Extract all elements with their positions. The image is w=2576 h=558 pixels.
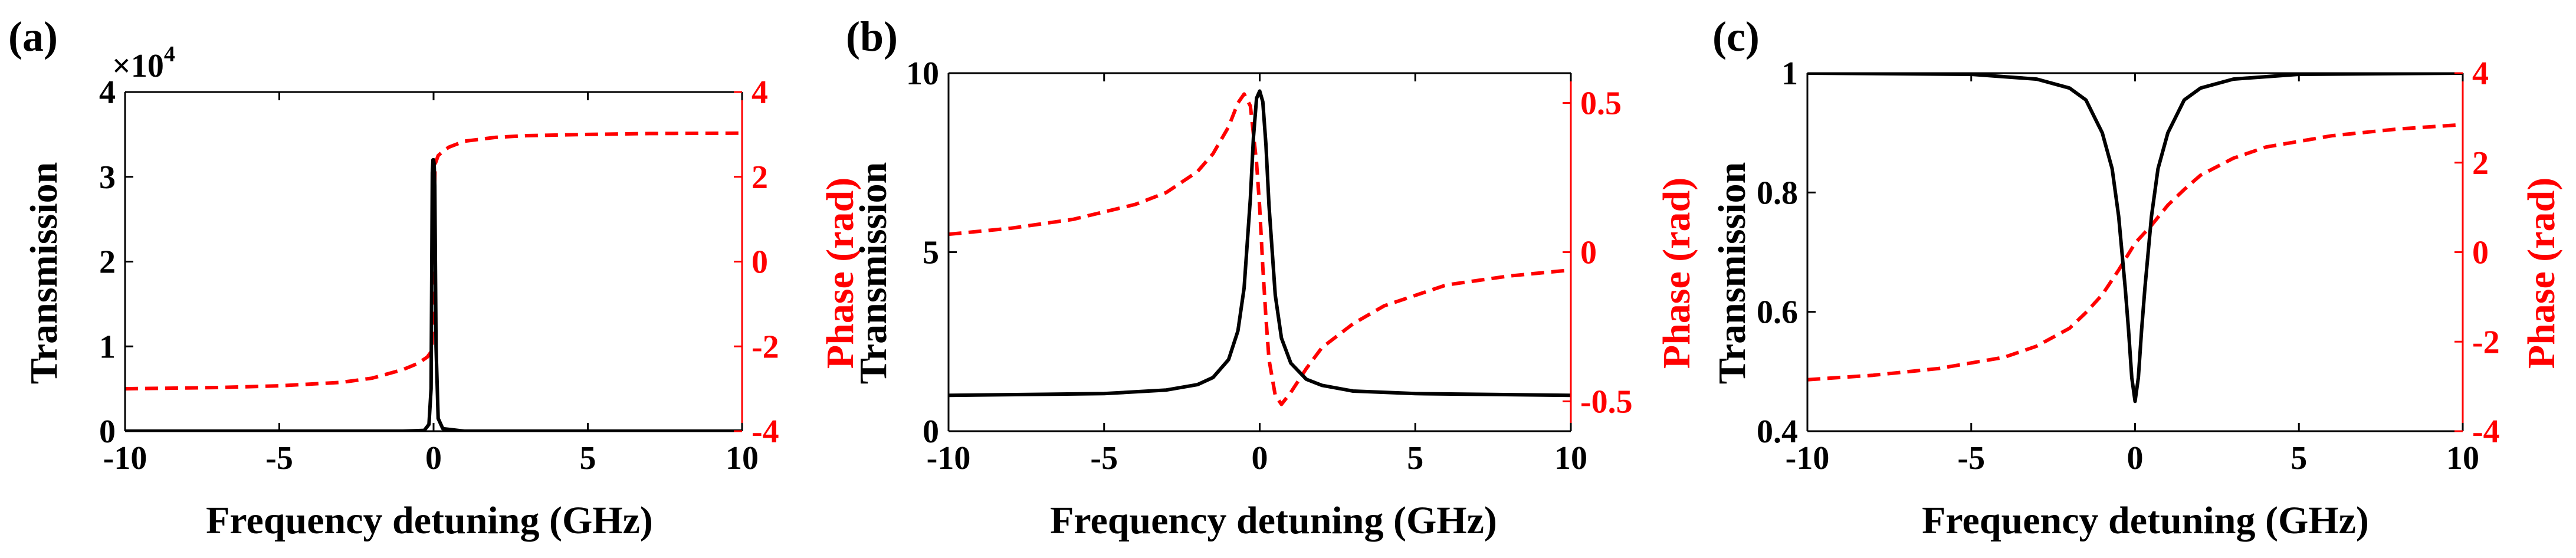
panel-c-right-tick-label: -2 bbox=[2472, 324, 2500, 360]
panel-a-label: (a) bbox=[8, 13, 58, 60]
panel-a-right-axis-label: Phase (rad) bbox=[819, 178, 862, 369]
panel-b-right-tick-label: -0.5 bbox=[1580, 383, 1633, 420]
panel-b-left-tick-label: 5 bbox=[923, 235, 939, 271]
panel-c-right-tick-label: 0 bbox=[2472, 235, 2489, 271]
panel-c-phase-line bbox=[1807, 123, 2463, 382]
panel-c-x-tick-label: 5 bbox=[2290, 440, 2307, 477]
panel-c-label: (c) bbox=[1712, 13, 1760, 60]
panel-c-right-axis-label: Phase (rad) bbox=[2520, 178, 2563, 369]
panel-a-x-tick-label: 0 bbox=[425, 440, 442, 477]
panel-a-exponent-base: ×10 bbox=[112, 48, 164, 84]
panel-a-x-tick-label: -10 bbox=[103, 440, 147, 477]
panel-c-right-tick-label: 2 bbox=[2472, 145, 2489, 182]
panel-b-right-tick-label: 0 bbox=[1580, 235, 1597, 271]
panel-b-plot: -10 -5 0 5 10 0 5 10 -0.5 0 0.5 bbox=[906, 55, 1633, 477]
panel-a-exponent-power: 4 bbox=[164, 42, 175, 67]
panel-c-x-tick-label: -5 bbox=[1957, 440, 1985, 477]
panel-a-left-tick-label: 3 bbox=[99, 159, 116, 196]
panel-b-phase-line bbox=[949, 92, 1571, 406]
panel-a-transmission-line bbox=[125, 158, 742, 431]
panel-b-x-tick-label: 10 bbox=[1554, 440, 1587, 477]
panel-a-x-tick-label: 5 bbox=[580, 440, 596, 477]
panel-b-right-tick-label: 0.5 bbox=[1580, 86, 1622, 122]
panel-a-plot: -10 -5 0 5 10 0 1 2 3 4 -4 -2 0 2 4 bbox=[99, 74, 779, 477]
panel-c-left-tick-label: 1 bbox=[1781, 55, 1798, 92]
panel-c-right-tick-label: 4 bbox=[2472, 55, 2489, 92]
panel-a-x-axis-label: Frequency detuning (GHz) bbox=[206, 499, 653, 542]
panel-a-right-tick-label: 2 bbox=[752, 159, 768, 196]
panel-c-left-tick-label: 0.8 bbox=[1757, 175, 1798, 211]
panel-b-right-axis-label: Phase (rad) bbox=[1655, 178, 1698, 369]
panel-a-left-tick-label: 2 bbox=[99, 244, 116, 281]
panel-b-x-tick-label: -5 bbox=[1090, 440, 1118, 477]
panel-b-left-axis-label: Transmission bbox=[852, 162, 895, 385]
panel-a-right-tick-label: -2 bbox=[752, 329, 779, 365]
panel-c-right-tick-label: -4 bbox=[2472, 413, 2500, 450]
panel-a-exponent-label: ×104 bbox=[112, 42, 175, 84]
panel-c-left-axis-label: Transmission bbox=[1711, 162, 1754, 385]
panel-c: (c) -10 -5 0 5 10 0.4 0.6 0.8 1 -4 -2 0 2 4 Frequency… bbox=[1711, 13, 2563, 542]
panel-c-x-axis-label: Frequency detuning (GHz) bbox=[1922, 499, 2369, 542]
panel-a-right-tick-label: -4 bbox=[752, 413, 779, 450]
panel-c-x-tick-label: 10 bbox=[2446, 440, 2479, 477]
panel-b-left-tick-label: 0 bbox=[923, 413, 939, 450]
panel-a-right-tick-label: 0 bbox=[752, 244, 768, 281]
panel-a-left-tick-label: 0 bbox=[99, 413, 116, 450]
panel-b-label: (b) bbox=[846, 13, 898, 60]
panel-c-transmission-line bbox=[1807, 73, 2463, 403]
panel-c-x-tick-label: -10 bbox=[1786, 440, 1830, 477]
panel-c-left-tick-label: 0.4 bbox=[1757, 413, 1798, 450]
panel-c-x-tick-label: 0 bbox=[2127, 440, 2144, 477]
panel-b-x-tick-label: -10 bbox=[927, 440, 971, 477]
panel-a-x-tick-label: -5 bbox=[265, 440, 293, 477]
panel-b-x-tick-label: 0 bbox=[1252, 440, 1268, 477]
panel-a-x-tick-label: 10 bbox=[726, 440, 759, 477]
panel-b-left-tick-label: 10 bbox=[906, 55, 939, 92]
panel-a-left-tick-label: 4 bbox=[99, 74, 116, 111]
panel-b-x-tick-label: 5 bbox=[1407, 440, 1423, 477]
panel-b: (b) -10 -5 0 5 10 0 5 10 -0.5 0 0.5 Frequency detu… bbox=[846, 13, 1698, 542]
panel-c-plot: -10 -5 0 5 10 0.4 0.6 0.8 1 -4 -2 0 2 4 bbox=[1757, 55, 2500, 477]
panel-b-x-axis-label: Frequency detuning (GHz) bbox=[1050, 499, 1497, 542]
panel-a-left-tick-label: 1 bbox=[99, 329, 116, 365]
panel-a-left-axis-label: Transmission bbox=[22, 162, 65, 385]
panel-b-transmission-line bbox=[949, 89, 1571, 398]
panel-a-right-tick-label: 4 bbox=[752, 74, 768, 111]
panel-c-left-tick-label: 0.6 bbox=[1757, 294, 1798, 331]
